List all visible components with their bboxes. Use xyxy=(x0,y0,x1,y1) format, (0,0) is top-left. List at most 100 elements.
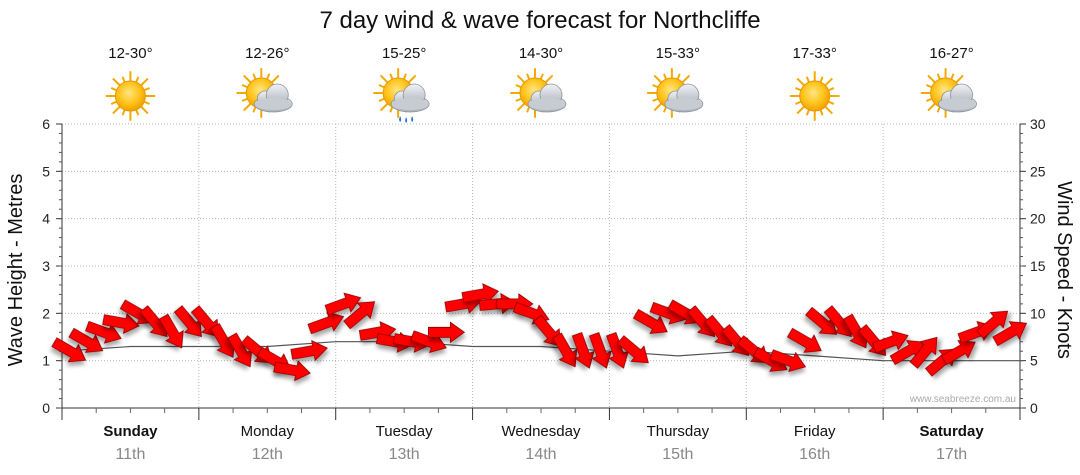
cloud-fill xyxy=(939,98,976,110)
day-date: 16th xyxy=(799,446,830,463)
cloud xyxy=(527,83,567,113)
wind-arrow xyxy=(427,321,466,344)
y-tick-label-left: 5 xyxy=(42,163,50,179)
wind-arrow xyxy=(786,327,822,353)
sun-icon xyxy=(105,71,156,121)
wind-arrow xyxy=(992,321,1028,347)
y-tick-label-left: 6 xyxy=(42,116,50,132)
sun-ray xyxy=(110,100,118,105)
rain-drop xyxy=(411,116,414,122)
sun-ray xyxy=(121,76,126,84)
sun-ray xyxy=(241,84,249,89)
sun-ray xyxy=(795,100,802,105)
wind-arrow xyxy=(102,312,140,335)
cloud xyxy=(390,83,430,113)
wind-arrow xyxy=(871,330,909,354)
sun-cloud-icon xyxy=(920,68,977,118)
sun-ray xyxy=(663,105,668,113)
sun-ray xyxy=(121,108,126,116)
temperature-range: 15-33° xyxy=(656,45,700,62)
day-name: Monday xyxy=(241,423,295,440)
sun-ray xyxy=(950,73,955,81)
sun-ray xyxy=(243,102,252,111)
y-tick-label-left: 4 xyxy=(42,211,50,227)
temperature-range: 15-25° xyxy=(382,45,426,62)
sun-ray xyxy=(517,102,526,111)
day-column: Friday 16th 17-33° xyxy=(789,45,840,463)
day-name: Friday xyxy=(794,423,836,440)
sun-ray xyxy=(135,108,140,116)
wind-arrow xyxy=(976,310,1009,339)
chart-title: 7 day wind & wave forecast for Northclif… xyxy=(319,7,760,34)
sun-ray xyxy=(544,75,553,84)
sun-ray xyxy=(380,75,389,84)
y-tick-label-right: 0 xyxy=(1030,400,1038,416)
day-name: Thursday xyxy=(647,423,710,440)
sun-ray xyxy=(927,102,936,111)
rain-drop xyxy=(405,117,408,123)
sun-ray xyxy=(515,84,523,89)
temperature-range: 16-27° xyxy=(929,45,973,62)
sun-ray xyxy=(389,73,394,81)
sun-ray xyxy=(955,75,964,84)
sun-ray xyxy=(402,73,407,81)
wind-arrow xyxy=(343,301,376,330)
sun-ray xyxy=(252,105,257,113)
cloud-fill xyxy=(529,98,565,110)
wind-arrow xyxy=(909,336,938,369)
day-date: 17th xyxy=(936,446,967,463)
sun-ray xyxy=(380,102,389,111)
rain-drop xyxy=(399,116,402,122)
day-date: 12th xyxy=(252,446,283,463)
y-tick-label-right: 15 xyxy=(1030,258,1046,274)
y-tick-label-right: 5 xyxy=(1030,353,1038,369)
day-name: Saturday xyxy=(919,423,984,440)
temperature-range: 17-33° xyxy=(793,45,837,62)
sun-ray xyxy=(140,105,149,114)
sun-ray xyxy=(135,76,140,84)
sun-ray xyxy=(378,84,386,89)
day-date: 11th xyxy=(115,446,145,463)
sun-ray xyxy=(795,87,802,92)
cloud-fill xyxy=(255,98,292,110)
cloud xyxy=(664,83,704,113)
y-axis-label-left: Wave Height - Metres xyxy=(5,174,27,367)
wind-arrow xyxy=(940,340,976,366)
y-axis-label-right: Wind Speed - Knots xyxy=(1053,181,1075,359)
sun-ray xyxy=(378,97,386,102)
y-tick-label-right: 30 xyxy=(1030,116,1046,132)
sun-rays xyxy=(105,71,156,121)
temperature-range: 12-30° xyxy=(108,45,152,62)
wind-arrow xyxy=(273,360,311,382)
sun-ray xyxy=(112,105,121,114)
day-date: 14th xyxy=(525,446,556,463)
sun-ray xyxy=(526,105,531,113)
sun-rays xyxy=(789,71,840,121)
sun-ray xyxy=(252,73,257,81)
day-column: Monday 12th 12-26° xyxy=(236,45,295,463)
sun-ray xyxy=(806,76,810,84)
day-date: 13th xyxy=(389,446,420,463)
sun-cloud-icon xyxy=(510,68,567,118)
wind-series xyxy=(51,283,1028,382)
sun-ray xyxy=(824,105,833,114)
wind-arrow xyxy=(290,339,328,362)
sun-ray xyxy=(652,84,659,89)
sun-ray xyxy=(143,100,150,105)
axes: 0 1 2 3 4 5 6 0 5 10 15 20 25 30 xyxy=(42,116,1046,420)
sun-ray xyxy=(653,75,663,84)
sun-ray xyxy=(110,87,118,92)
sun-ray xyxy=(806,108,810,116)
sun-ray xyxy=(681,75,690,84)
sun-ray xyxy=(140,78,149,87)
sun-ray xyxy=(526,73,531,81)
day-labels: Sunday 11th 12-30° Monday 12th 12-26° Tuesday 1… xyxy=(103,45,984,463)
sun-ray xyxy=(927,75,936,84)
sun-ray xyxy=(676,73,681,81)
sun-ray xyxy=(389,105,394,113)
day-name: Tuesday xyxy=(376,423,433,440)
sun-ray xyxy=(407,75,417,84)
temperature-range: 12-26° xyxy=(245,45,289,62)
y-tick-label-left: 1 xyxy=(42,353,50,369)
